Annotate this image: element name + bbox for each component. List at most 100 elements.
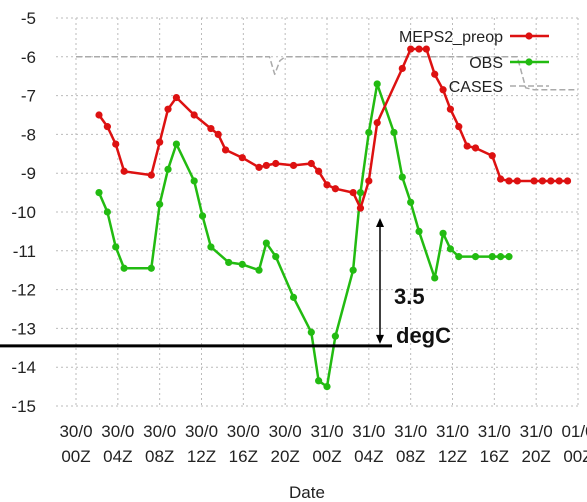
data-point-obs <box>120 264 128 272</box>
series-line-meps2_preop <box>97 47 568 210</box>
x-axis-label: Date <box>289 483 325 502</box>
data-point-meps2_preop <box>172 93 180 102</box>
data-point-meps2_preop <box>505 177 513 185</box>
x-tick-label-time: 16Z <box>229 447 258 466</box>
data-point-meps2_preop <box>407 45 415 53</box>
data-point-obs <box>471 253 480 261</box>
data-point-meps2_preop <box>349 189 357 197</box>
y-tick-label: -14 <box>11 358 36 377</box>
data-point-meps2_preop <box>471 144 480 152</box>
x-tick-label-time: 00Z <box>563 447 587 466</box>
data-point-meps2_preop <box>398 64 406 73</box>
data-point-obs <box>323 383 331 391</box>
data-point-meps2_preop <box>373 119 381 127</box>
data-point-meps2_preop <box>95 111 103 119</box>
legend-marker-obs <box>525 58 533 66</box>
data-point-meps2_preop <box>147 171 155 179</box>
data-point-meps2_preop <box>315 167 323 175</box>
x-tick-label-date: 31/0 <box>394 422 427 441</box>
data-point-meps2_preop <box>422 45 430 53</box>
data-point-obs <box>289 293 298 301</box>
y-tick-label: -11 <box>13 242 36 261</box>
data-point-obs <box>156 200 164 208</box>
y-tick-label: -9 <box>21 164 36 183</box>
data-point-obs <box>207 243 215 251</box>
x-tick-label-date: 30/0 <box>185 422 218 441</box>
data-point-obs <box>497 253 505 261</box>
data-point-meps2_preop <box>164 105 172 113</box>
x-tick-label-date: 30/0 <box>269 422 302 441</box>
x-tick-label-time: 00Z <box>312 447 341 466</box>
data-point-obs <box>349 266 357 274</box>
data-point-meps2_preop <box>555 177 563 185</box>
x-tick-label-time: 16Z <box>480 447 509 466</box>
x-tick-label-date: 31/0 <box>310 422 343 441</box>
data-point-obs <box>331 332 339 340</box>
data-point-meps2_preop <box>415 45 423 53</box>
x-tick-label-time: 04Z <box>103 447 132 466</box>
annotation-group: 3.5 degC <box>0 218 451 348</box>
data-point-meps2_preop <box>513 177 521 185</box>
y-tick-label: -13 <box>11 319 36 338</box>
y-tick-label: -5 <box>21 9 36 28</box>
data-point-meps2_preop <box>103 123 111 131</box>
x-tick-label-date: 30/0 <box>227 422 260 441</box>
data-point-meps2_preop <box>356 204 365 212</box>
data-point-meps2_preop <box>547 177 555 185</box>
data-point-meps2_preop <box>214 130 222 138</box>
data-point-obs <box>446 245 455 253</box>
x-tick-label-time: 00Z <box>61 447 90 466</box>
data-point-meps2_preop <box>563 177 572 185</box>
y-tick-label: -8 <box>21 125 36 144</box>
x-tick-label-date: 31/0 <box>520 422 553 441</box>
data-point-meps2_preop <box>488 152 496 160</box>
x-tick-label-time: 20Z <box>522 447 551 466</box>
data-point-obs <box>365 128 373 137</box>
x-tick-label-date: 30/0 <box>101 422 134 441</box>
x-tick-label-time: 08Z <box>396 447 425 466</box>
data-point-meps2_preop <box>455 123 463 131</box>
data-point-meps2_preop <box>431 70 439 78</box>
series-group <box>76 45 578 391</box>
data-point-meps2_preop <box>530 177 538 185</box>
data-point-obs <box>356 189 365 197</box>
legend: MEPS2_preop OBS CASES <box>399 29 549 96</box>
data-point-obs <box>272 253 280 261</box>
x-tick-label-date: 31/0 <box>436 422 469 441</box>
x-tick-label-date: 30/0 <box>143 422 176 441</box>
data-point-meps2_preop <box>307 159 315 168</box>
y-axis-ticks: -5 -6 -7 -8 -9 -10 -11 -12 -13 -14 -15 <box>11 9 36 416</box>
data-point-meps2_preop <box>255 163 263 171</box>
x-tick-label-date: 01/0 <box>561 422 587 441</box>
data-point-obs <box>488 253 496 261</box>
data-point-meps2_preop <box>538 177 547 185</box>
data-point-meps2_preop <box>262 161 270 170</box>
x-tick-label-date: 30/0 <box>59 422 92 441</box>
x-tick-label-time: 08Z <box>145 447 174 466</box>
data-point-meps2_preop <box>120 167 128 175</box>
annotation-unit: degC <box>396 323 451 348</box>
data-point-meps2_preop <box>446 105 455 113</box>
series-line-cases <box>76 56 578 91</box>
legend-label-cases: CASES <box>449 79 503 96</box>
data-point-obs <box>262 239 270 247</box>
legend-marker-meps2_preop <box>525 32 533 40</box>
data-point-meps2_preop <box>439 86 447 94</box>
arrow-head-down <box>376 334 384 344</box>
x-tick-label-date: 31/0 <box>352 422 385 441</box>
data-point-obs <box>147 264 155 272</box>
data-point-obs <box>103 208 111 216</box>
data-point-obs <box>431 274 439 282</box>
data-point-obs <box>390 128 398 137</box>
data-point-meps2_preop <box>463 142 471 150</box>
arrow-head-up <box>376 218 384 228</box>
data-point-meps2_preop <box>190 111 198 119</box>
data-point-obs <box>95 189 103 197</box>
legend-label-obs: OBS <box>469 55 503 72</box>
data-point-obs <box>225 258 233 267</box>
data-point-meps2_preop <box>497 175 505 183</box>
data-point-obs <box>373 80 381 88</box>
data-point-meps2_preop <box>323 181 331 189</box>
legend-label-meps2_preop: MEPS2_preop <box>399 29 503 46</box>
